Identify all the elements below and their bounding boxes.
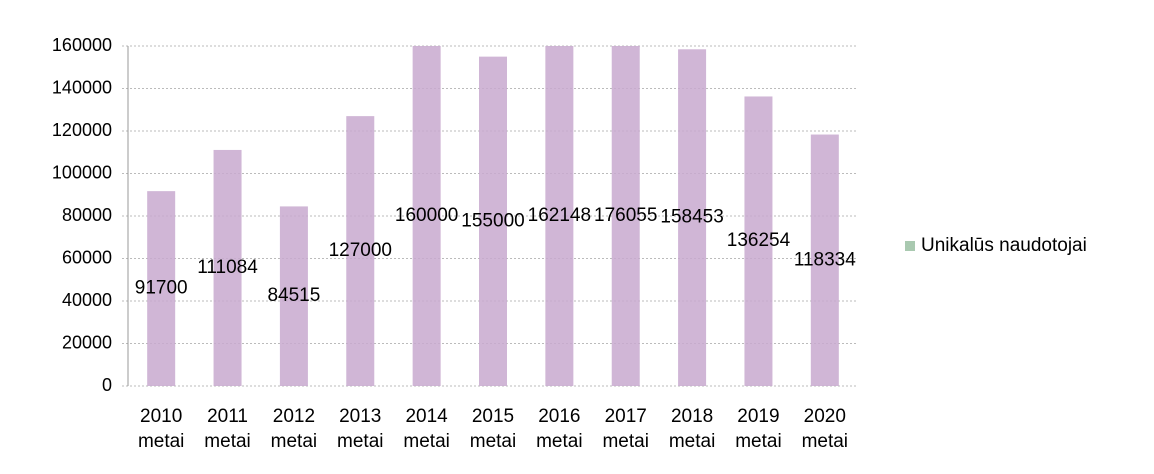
data-label: 118334 [794,249,856,270]
x-tick-label: 2017 metai [602,406,649,452]
y-tick-label: 60000 [62,247,112,267]
bar [279,206,308,386]
x-tick-label: 2020 metai [801,406,849,452]
y-tick-label: 120000 [52,120,112,140]
x-tick-label: 2014 metai [403,406,450,452]
x-tick-label: 2015 metai [469,406,517,452]
bar [545,46,574,386]
data-label: 158453 [660,207,723,228]
bar [147,191,176,386]
data-label: 176055 [594,205,657,226]
y-tick-label: 140000 [52,77,112,97]
data-label: 160000 [395,205,458,226]
data-label: 155000 [461,210,524,231]
x-tick-label: 2012 metai [270,406,318,452]
x-tick-label: 2019 metai [735,406,782,452]
y-tick-label: 100000 [52,162,112,182]
x-tick-label: 2011 metai [204,406,251,452]
y-tick-label: 40000 [62,290,112,310]
bar [678,49,707,386]
bar [412,46,441,386]
bar [744,96,773,386]
data-label: 127000 [329,240,392,261]
legend-label: Unikalūs naudotojai [921,235,1087,256]
y-tick-label: 80000 [62,205,112,225]
bars [147,46,839,386]
bar [479,56,507,386]
data-label: 84515 [267,285,320,306]
x-tick-label: 2010 metai [137,406,185,452]
data-label: 162148 [528,205,591,226]
data-label: 91700 [135,278,188,299]
x-tick-label: 2016 metai [536,406,583,452]
bar [213,149,242,386]
x-tick-label: 2018 metai [668,406,716,452]
y-tick-label: 20000 [62,332,112,352]
y-tick-label: 0 [102,375,112,395]
bar [810,134,839,386]
bar [346,116,375,386]
x-tick-label: 2013 metai [337,406,384,452]
y-tick-label: 160000 [52,35,112,55]
bar [611,46,640,386]
data-label: 111084 [197,257,258,278]
legend-swatch [905,241,915,251]
data-label: 136254 [727,230,791,251]
